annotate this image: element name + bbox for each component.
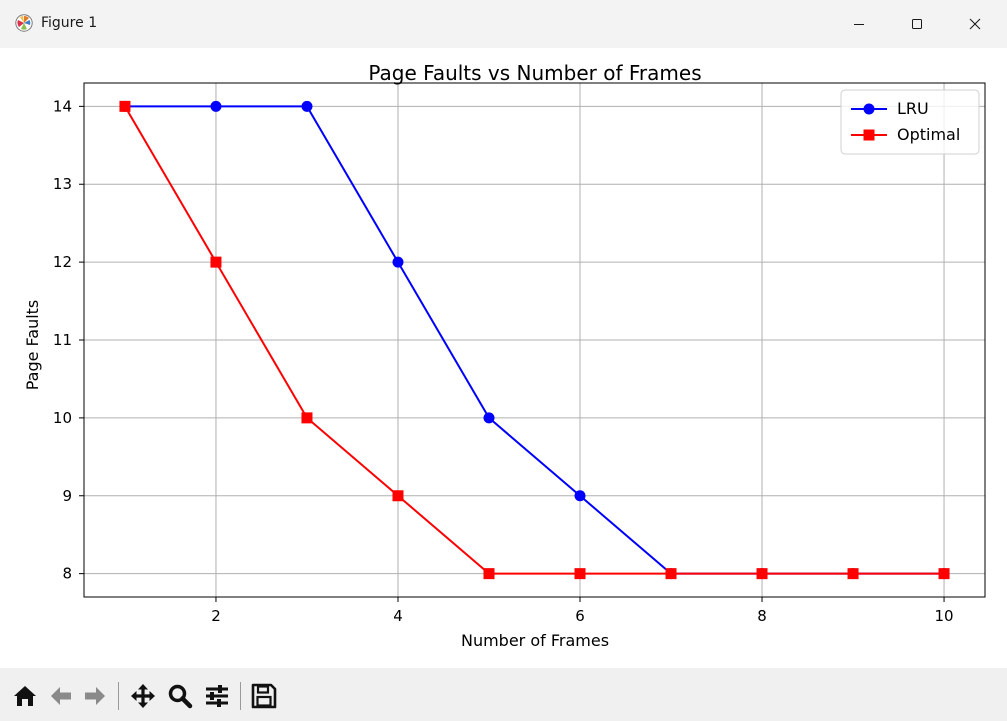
close-button[interactable] — [946, 0, 1004, 48]
toolbar-separator — [118, 682, 119, 710]
forward-arrow-icon — [85, 687, 105, 705]
grid-lines — [84, 83, 985, 597]
configure-subplots-icon — [206, 685, 228, 707]
data-point-optimal — [119, 100, 131, 112]
y-tick-label: 9 — [62, 487, 72, 505]
data-point-optimal — [301, 412, 313, 424]
home-button[interactable] — [10, 682, 40, 710]
x-tick-label: 2 — [211, 607, 221, 625]
minimize-icon — [854, 24, 864, 25]
data-point-optimal — [665, 568, 677, 580]
data-point-optimal — [756, 568, 768, 580]
matplotlib-logo-icon — [15, 14, 33, 32]
navigation-toolbar — [0, 668, 1007, 721]
minimize-button[interactable] — [830, 0, 888, 48]
close-icon — [969, 18, 981, 30]
legend: LRU Optimal — [840, 89, 980, 155]
zoom-magnifier-icon — [168, 684, 193, 709]
home-icon — [14, 686, 36, 706]
data-point-optimal — [574, 568, 586, 580]
maximize-button[interactable] — [888, 0, 946, 48]
data-point-lru — [210, 100, 222, 112]
series-line-optimal — [124, 105, 945, 575]
data-point-optimal — [392, 490, 404, 502]
forward-button[interactable] — [80, 682, 110, 710]
legend-label-lru: LRU — [897, 99, 929, 118]
save-floppy-icon — [251, 683, 277, 709]
window-title: Figure 1 — [41, 15, 98, 31]
legend-marker-lru — [863, 103, 875, 115]
y-tick-label: 14 — [53, 97, 72, 115]
y-tick-label: 11 — [53, 331, 72, 349]
save-button[interactable] — [249, 682, 279, 710]
chart-title: Page Faults vs Number of Frames — [368, 61, 701, 85]
series-layer — [119, 100, 950, 580]
pan-move-icon — [131, 684, 155, 708]
data-point-optimal — [210, 256, 222, 268]
y-tick-label: 10 — [53, 409, 72, 427]
legend-label-optimal: Optimal — [897, 125, 960, 144]
data-point-optimal — [938, 568, 950, 580]
legend-marker-optimal — [863, 129, 875, 141]
pan-button[interactable] — [128, 682, 158, 710]
ticks: 2 4 6 8 10 8 9 10 11 12 13 14 — [53, 97, 954, 625]
x-axis-label: Number of Frames — [461, 631, 609, 650]
data-point-optimal — [483, 568, 495, 580]
x-tick-label: 10 — [934, 607, 953, 625]
zoom-button[interactable] — [165, 682, 195, 710]
x-tick-label: 4 — [393, 607, 403, 625]
line-chart: 2 4 6 8 10 8 9 10 11 12 13 14 Page Faults vs Number… — [23, 61, 986, 650]
maximize-icon — [912, 19, 922, 29]
figure-canvas[interactable]: 2 4 6 8 10 8 9 10 11 12 13 14 Page Faults vs Number… — [0, 48, 1007, 668]
x-tick-label: 8 — [757, 607, 767, 625]
data-point-lru — [392, 256, 404, 268]
y-axis-label: Page Faults — [23, 300, 42, 391]
data-point-lru — [301, 100, 313, 112]
legend-box — [840, 89, 980, 155]
data-point-lru — [574, 490, 586, 502]
title-bar[interactable]: Figure 1 — [0, 0, 1007, 48]
data-point-lru — [483, 412, 495, 424]
x-tick-label: 6 — [575, 607, 585, 625]
back-button[interactable] — [46, 682, 76, 710]
y-tick-label: 12 — [53, 253, 72, 271]
y-tick-label: 13 — [53, 175, 72, 193]
data-point-optimal — [847, 568, 859, 580]
toolbar-separator — [240, 682, 241, 710]
y-tick-label: 8 — [62, 565, 72, 583]
back-arrow-icon — [51, 687, 71, 705]
configure-subplots-button[interactable] — [202, 682, 232, 710]
